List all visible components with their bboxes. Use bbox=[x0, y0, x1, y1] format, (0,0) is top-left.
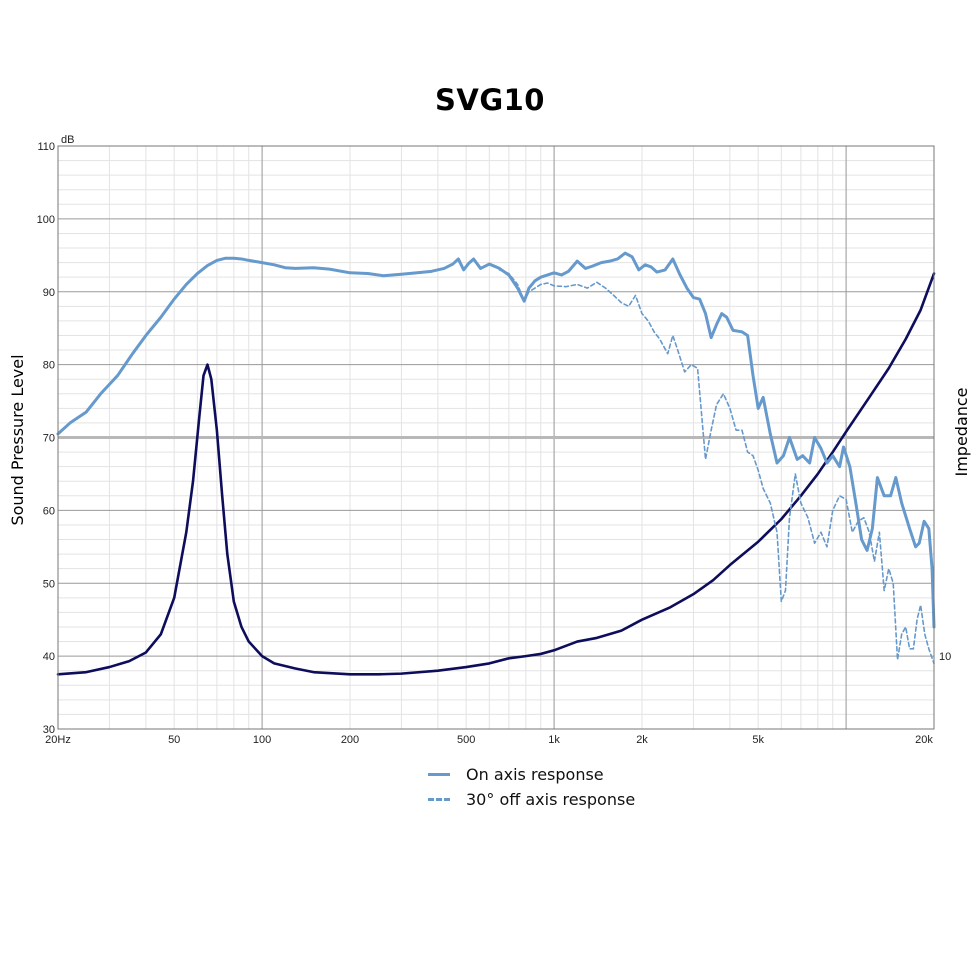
x-tick-label: 50 bbox=[168, 734, 180, 746]
y-unit-label: dB bbox=[61, 134, 74, 146]
on-axis-response-line bbox=[56, 251, 936, 629]
y2-axis-label: Impedance bbox=[952, 387, 971, 476]
off-axis-response-line bbox=[498, 269, 935, 665]
legend-swatch-dashed bbox=[428, 798, 450, 801]
x-tick-label: 200 bbox=[341, 734, 359, 746]
y-axis-label: Sound Pressure Level bbox=[8, 354, 27, 525]
y-tick-label: 90 bbox=[43, 287, 55, 299]
legend-swatch-solid bbox=[428, 773, 450, 776]
chart-title: SVG10 bbox=[435, 83, 545, 117]
y-tick-label: 50 bbox=[43, 578, 55, 590]
y-tick-label: 110 bbox=[37, 141, 55, 153]
y-tick-label: 70 bbox=[43, 433, 55, 445]
legend-label-off-axis: 30° off axis response bbox=[466, 790, 636, 809]
y-tick-label: 60 bbox=[43, 505, 55, 517]
y2-tick-label: 10 bbox=[939, 651, 951, 663]
legend: On axis response 30° off axis response bbox=[428, 762, 635, 812]
x-tick-label: 100 bbox=[253, 734, 271, 746]
y-tick-label: 30 bbox=[43, 724, 55, 736]
x-tick-label: 20Hz bbox=[45, 734, 71, 746]
x-tick-label: 1k bbox=[548, 734, 560, 746]
x-tick-label: 20k bbox=[915, 734, 933, 746]
plot-frame bbox=[57, 145, 935, 730]
y-tick-label: 80 bbox=[43, 360, 55, 372]
tick-labels: 20Hz 50 100 200 500 1k 2k 5k 20k 30 40 50 60 70 80 90 10… bbox=[37, 141, 952, 746]
legend-label-on-axis: On axis response bbox=[466, 765, 604, 784]
x-tick-label: 500 bbox=[457, 734, 475, 746]
y-tick-label: 100 bbox=[37, 214, 55, 226]
legend-item-off-axis: 30° off axis response bbox=[428, 787, 635, 812]
legend-item-on-axis: On axis response bbox=[428, 762, 635, 787]
y-tick-label: 40 bbox=[43, 651, 55, 663]
series-layer bbox=[56, 251, 936, 676]
x-tick-label: 5k bbox=[752, 734, 764, 746]
x-tick-label: 2k bbox=[636, 734, 648, 746]
